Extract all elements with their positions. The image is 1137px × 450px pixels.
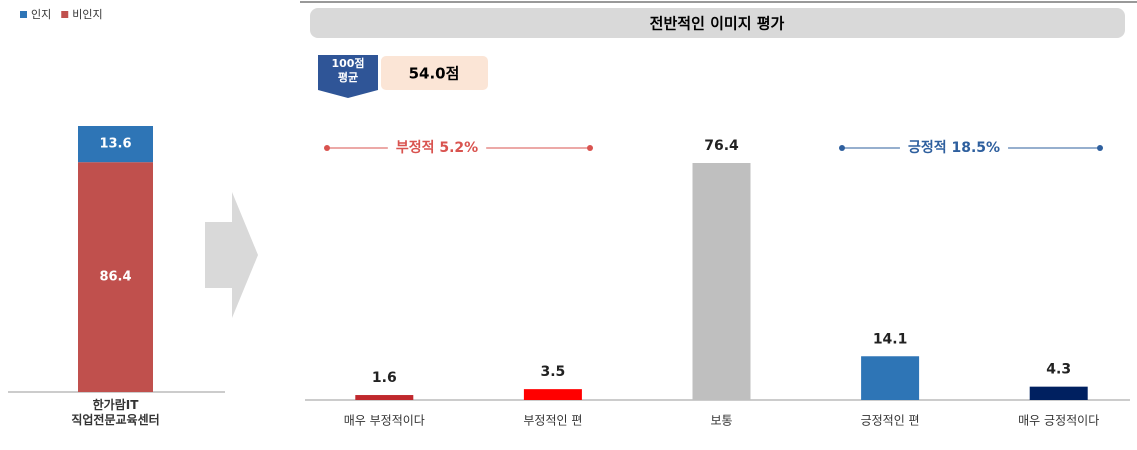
data-label: 3.5 bbox=[540, 364, 565, 380]
data-label: 86.4 bbox=[99, 270, 131, 285]
data-label: 1.6 bbox=[372, 370, 397, 386]
bar bbox=[692, 163, 751, 400]
data-label: 4.3 bbox=[1046, 362, 1071, 378]
annotation-bg bbox=[387, 138, 487, 158]
bar-segment bbox=[78, 126, 153, 163]
data-label: 76.4 bbox=[704, 138, 739, 154]
chart-title: 전반적인 이미지 평가 bbox=[650, 15, 785, 33]
legend-label: 인지 bbox=[31, 8, 51, 21]
x-tick-label: 긍정적인 편 bbox=[861, 414, 920, 428]
badge-value-box bbox=[381, 56, 488, 90]
annotation-dot bbox=[839, 145, 845, 151]
x-tick-label: 보통 bbox=[710, 414, 732, 428]
badge-value: 54.0점 bbox=[409, 65, 460, 83]
legend-swatch bbox=[20, 11, 27, 18]
annotation-dot bbox=[587, 145, 593, 151]
legend-swatch bbox=[61, 11, 69, 18]
legend-label: 비인지 bbox=[72, 8, 102, 21]
data-label: 14.1 bbox=[873, 331, 908, 347]
data-label: 13.6 bbox=[99, 137, 131, 152]
annotation: 긍정적 18.5% bbox=[908, 139, 1000, 156]
annotation-dot bbox=[1097, 145, 1103, 151]
bar-segment bbox=[78, 162, 153, 392]
x-tick-label: 매우 긍정적이다 bbox=[1018, 414, 1099, 428]
title-bar bbox=[310, 8, 1125, 38]
badge bbox=[318, 55, 378, 98]
annotation-dot bbox=[324, 145, 330, 151]
bar bbox=[1029, 386, 1088, 400]
x-tick-label: 부정적인 편 bbox=[523, 414, 582, 428]
bar bbox=[523, 389, 582, 400]
badge-text: 100점 평균 bbox=[331, 57, 365, 84]
x-tick-label: 한가람IT 직업전문교육센터 bbox=[71, 398, 160, 427]
bar bbox=[355, 395, 414, 400]
x-tick-label: 매우 부정적이다 bbox=[344, 414, 425, 428]
annotation-bg bbox=[899, 138, 1009, 158]
arrow bbox=[205, 192, 258, 318]
bar bbox=[861, 356, 920, 400]
annotation: 부정적 5.2% bbox=[396, 139, 478, 156]
